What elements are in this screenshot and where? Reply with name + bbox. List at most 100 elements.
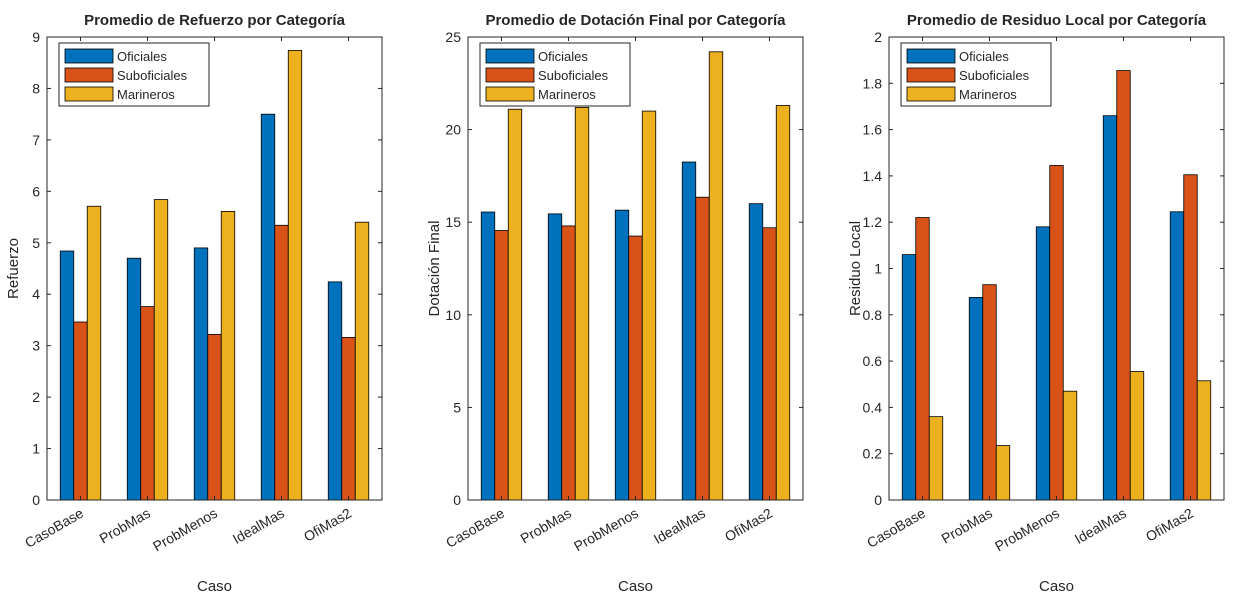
bar-oficiales-casobase [480, 211, 496, 501]
chart-title: Promedio de Dotación Final por Categoría [485, 12, 786, 29]
bar-marineros-idealmas [708, 51, 724, 501]
y-tick-label: 1.6 [863, 122, 883, 138]
bar-oficiales-probmas [968, 297, 984, 501]
bar-suboficiales-ofimas2 [341, 337, 356, 501]
y-tick-label: 3 [32, 338, 40, 354]
y-tick-label: 10 [445, 307, 461, 323]
bar-marineros-probmas [574, 106, 590, 501]
x-tick-label: OfiMas2 [1143, 505, 1196, 545]
bar-oficiales-idealmas [681, 161, 697, 501]
x-tick-label: IdealMas [230, 505, 287, 547]
y-tick-label: 1.4 [863, 168, 883, 184]
bar-suboficiales-casobase [73, 321, 88, 501]
chart-title: Promedio de Residuo Local por Categoría [907, 12, 1207, 29]
legend-label-oficiales: Oficiales [117, 49, 167, 64]
bar-oficiales-ofimas2 [748, 203, 764, 501]
bar-oficiales-ofimas2 [327, 281, 343, 501]
y-tick-label: 2 [32, 389, 40, 405]
legend: Oficiales Suboficiales Marineros [58, 42, 210, 107]
bar-oficiales-probmas [126, 257, 142, 501]
bar-oficiales-probmenos [1035, 226, 1051, 501]
bar-marineros-idealmas [1129, 371, 1145, 501]
y-tick-label: 8 [32, 80, 40, 96]
x-tick-label: ProbMenos [992, 505, 1062, 555]
bar-marineros-ofimas2 [775, 105, 791, 501]
bar-suboficiales-casobase [494, 230, 509, 501]
bar-marineros-casobase [86, 205, 102, 501]
legend-label-oficiales: Oficiales [959, 49, 1009, 64]
y-tick-label: 1.2 [863, 214, 883, 230]
y-tick-label: 0.2 [863, 446, 883, 462]
legend-label-marineros: Marineros [959, 87, 1017, 102]
legend-label-marineros: Marineros [117, 87, 175, 102]
bar-marineros-casobase [928, 416, 944, 501]
bar-suboficiales-idealmas [695, 196, 710, 501]
chart-title: Promedio de Refuerzo por Categoría [84, 12, 346, 29]
bar-suboficiales-ofimas2 [1183, 174, 1198, 501]
x-tick-label: OfiMas2 [301, 505, 354, 545]
bar-marineros-idealmas [287, 49, 303, 501]
x-tick-label: ProbMas [938, 505, 995, 547]
y-tick-label: 25 [445, 29, 461, 45]
bar-oficiales-idealmas [1102, 115, 1118, 501]
x-axis-label: Caso [618, 578, 653, 595]
legend-label-suboficiales: Suboficiales [959, 68, 1030, 83]
legend: Oficiales Suboficiales Marineros [479, 42, 631, 107]
y-axis-label: Refuerzo [5, 238, 22, 299]
y-tick-label: 0.8 [863, 307, 883, 323]
y-tick-label: 1.8 [863, 75, 883, 91]
bar-marineros-probmenos [641, 110, 657, 501]
x-tick-label: ProbMenos [150, 505, 220, 555]
y-tick-label: 20 [445, 122, 461, 138]
x-axis-label: Caso [197, 578, 232, 595]
bar-marineros-ofimas2 [1196, 380, 1212, 501]
legend-label-oficiales: Oficiales [538, 49, 588, 64]
y-axis-label: Dotación Final [426, 221, 443, 317]
bar-suboficiales-probmas [982, 284, 997, 501]
legend-swatch-oficiales [64, 48, 114, 64]
legend: Oficiales Suboficiales Marineros [900, 42, 1052, 107]
bar-oficiales-casobase [901, 254, 917, 501]
x-tick-label: CasoBase [443, 505, 507, 551]
x-tick-label: IdealMas [1072, 505, 1129, 547]
y-tick-label: 2 [874, 29, 882, 45]
x-tick-label: OfiMas2 [722, 505, 775, 545]
legend-swatch-oficiales [485, 48, 535, 64]
y-tick-label: 0.6 [863, 353, 883, 369]
bar-oficiales-casobase [59, 250, 75, 501]
bar-marineros-casobase [507, 108, 523, 501]
legend-swatch-marineros [906, 86, 956, 102]
bar-suboficiales-probmenos [628, 235, 643, 501]
legend-swatch-marineros [64, 86, 114, 102]
y-tick-label: 9 [32, 29, 40, 45]
y-tick-label: 0 [32, 492, 40, 508]
bar-oficiales-idealmas [260, 113, 276, 501]
legend-swatch-oficiales [906, 48, 956, 64]
bar-marineros-probmas [995, 445, 1011, 501]
bar-suboficiales-ofimas2 [762, 227, 777, 501]
bar-marineros-probmas [153, 199, 169, 501]
y-tick-label: 1 [874, 261, 882, 277]
bar-suboficiales-probmenos [207, 333, 222, 501]
bar-suboficiales-probmenos [1049, 165, 1064, 501]
bar-oficiales-probmenos [614, 209, 630, 501]
legend-swatch-suboficiales [64, 67, 114, 83]
bar-suboficiales-idealmas [1116, 70, 1131, 501]
bar-suboficiales-casobase [915, 217, 930, 501]
x-tick-label: ProbMas [96, 505, 153, 547]
x-tick-label: CasoBase [864, 505, 928, 551]
legend-label-marineros: Marineros [538, 87, 596, 102]
bar-suboficiales-probmas [140, 306, 155, 501]
bar-suboficiales-probmas [561, 225, 576, 501]
y-tick-label: 0.4 [863, 399, 883, 415]
legend-label-suboficiales: Suboficiales [538, 68, 609, 83]
y-axis-label: Residuo Local [847, 221, 864, 316]
x-tick-label: CasoBase [22, 505, 86, 551]
y-tick-label: 5 [453, 399, 461, 415]
legend-label-suboficiales: Suboficiales [117, 68, 188, 83]
bar-marineros-probmenos [220, 210, 236, 501]
